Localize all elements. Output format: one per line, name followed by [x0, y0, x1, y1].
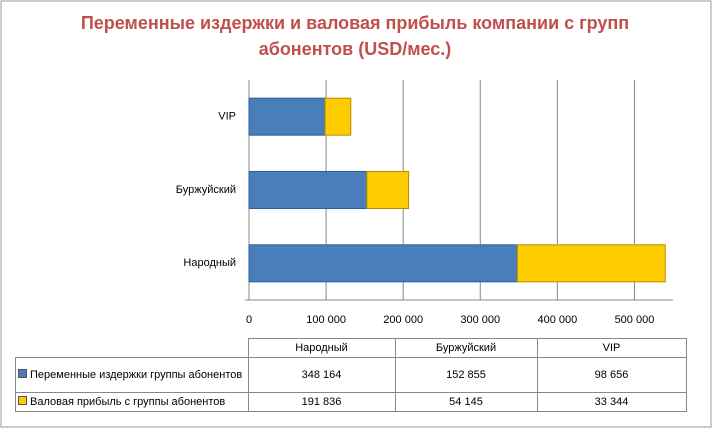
y-tick-label: VIP: [218, 111, 236, 123]
table-header: Народный: [247, 338, 396, 358]
table-corner: [15, 338, 249, 358]
y-tick-label: Народный: [183, 257, 236, 269]
x-tick-label: 100 000: [306, 314, 346, 326]
x-tick-label: 300 000: [460, 314, 500, 326]
legend-key: [18, 396, 27, 405]
x-tick-label: 500 000: [615, 314, 655, 326]
legend-label: Переменные издержки группы абонентов: [30, 369, 243, 381]
table-row-label: Валовая прибыль с группы абонентов: [15, 392, 249, 412]
table-header: Буржуйский: [394, 338, 538, 358]
table-cell: 54 145: [394, 392, 538, 412]
bar: [248, 244, 518, 283]
bar: [516, 244, 666, 283]
bar: [324, 97, 352, 136]
x-tick-label: 400 000: [537, 314, 577, 326]
table-cell: 33 344: [536, 392, 687, 412]
y-tick-label: Буржуйский: [176, 184, 236, 196]
table-cell: 191 836: [247, 392, 396, 412]
chart-title: Переменные издержки и валовая прибыль ко…: [80, 13, 630, 59]
x-tick-label: 200 000: [383, 314, 423, 326]
table-header: VIP: [536, 338, 687, 358]
table-cell: 98 656: [536, 357, 687, 393]
table-cell: 348 164: [247, 357, 396, 393]
legend-key: [18, 369, 27, 378]
bar: [248, 171, 368, 209]
bar: [366, 171, 410, 209]
table-row-label: Переменные издержки группы абонентов: [15, 357, 249, 393]
x-tick-label: 0: [246, 314, 252, 326]
table-cell: 152 855: [394, 357, 538, 393]
data-table: Народный Буржуйский VIP Переменные издер…: [15, 338, 687, 412]
legend-label: Валовая прибыль с группы абонентов: [30, 396, 226, 408]
bar: [248, 97, 326, 136]
